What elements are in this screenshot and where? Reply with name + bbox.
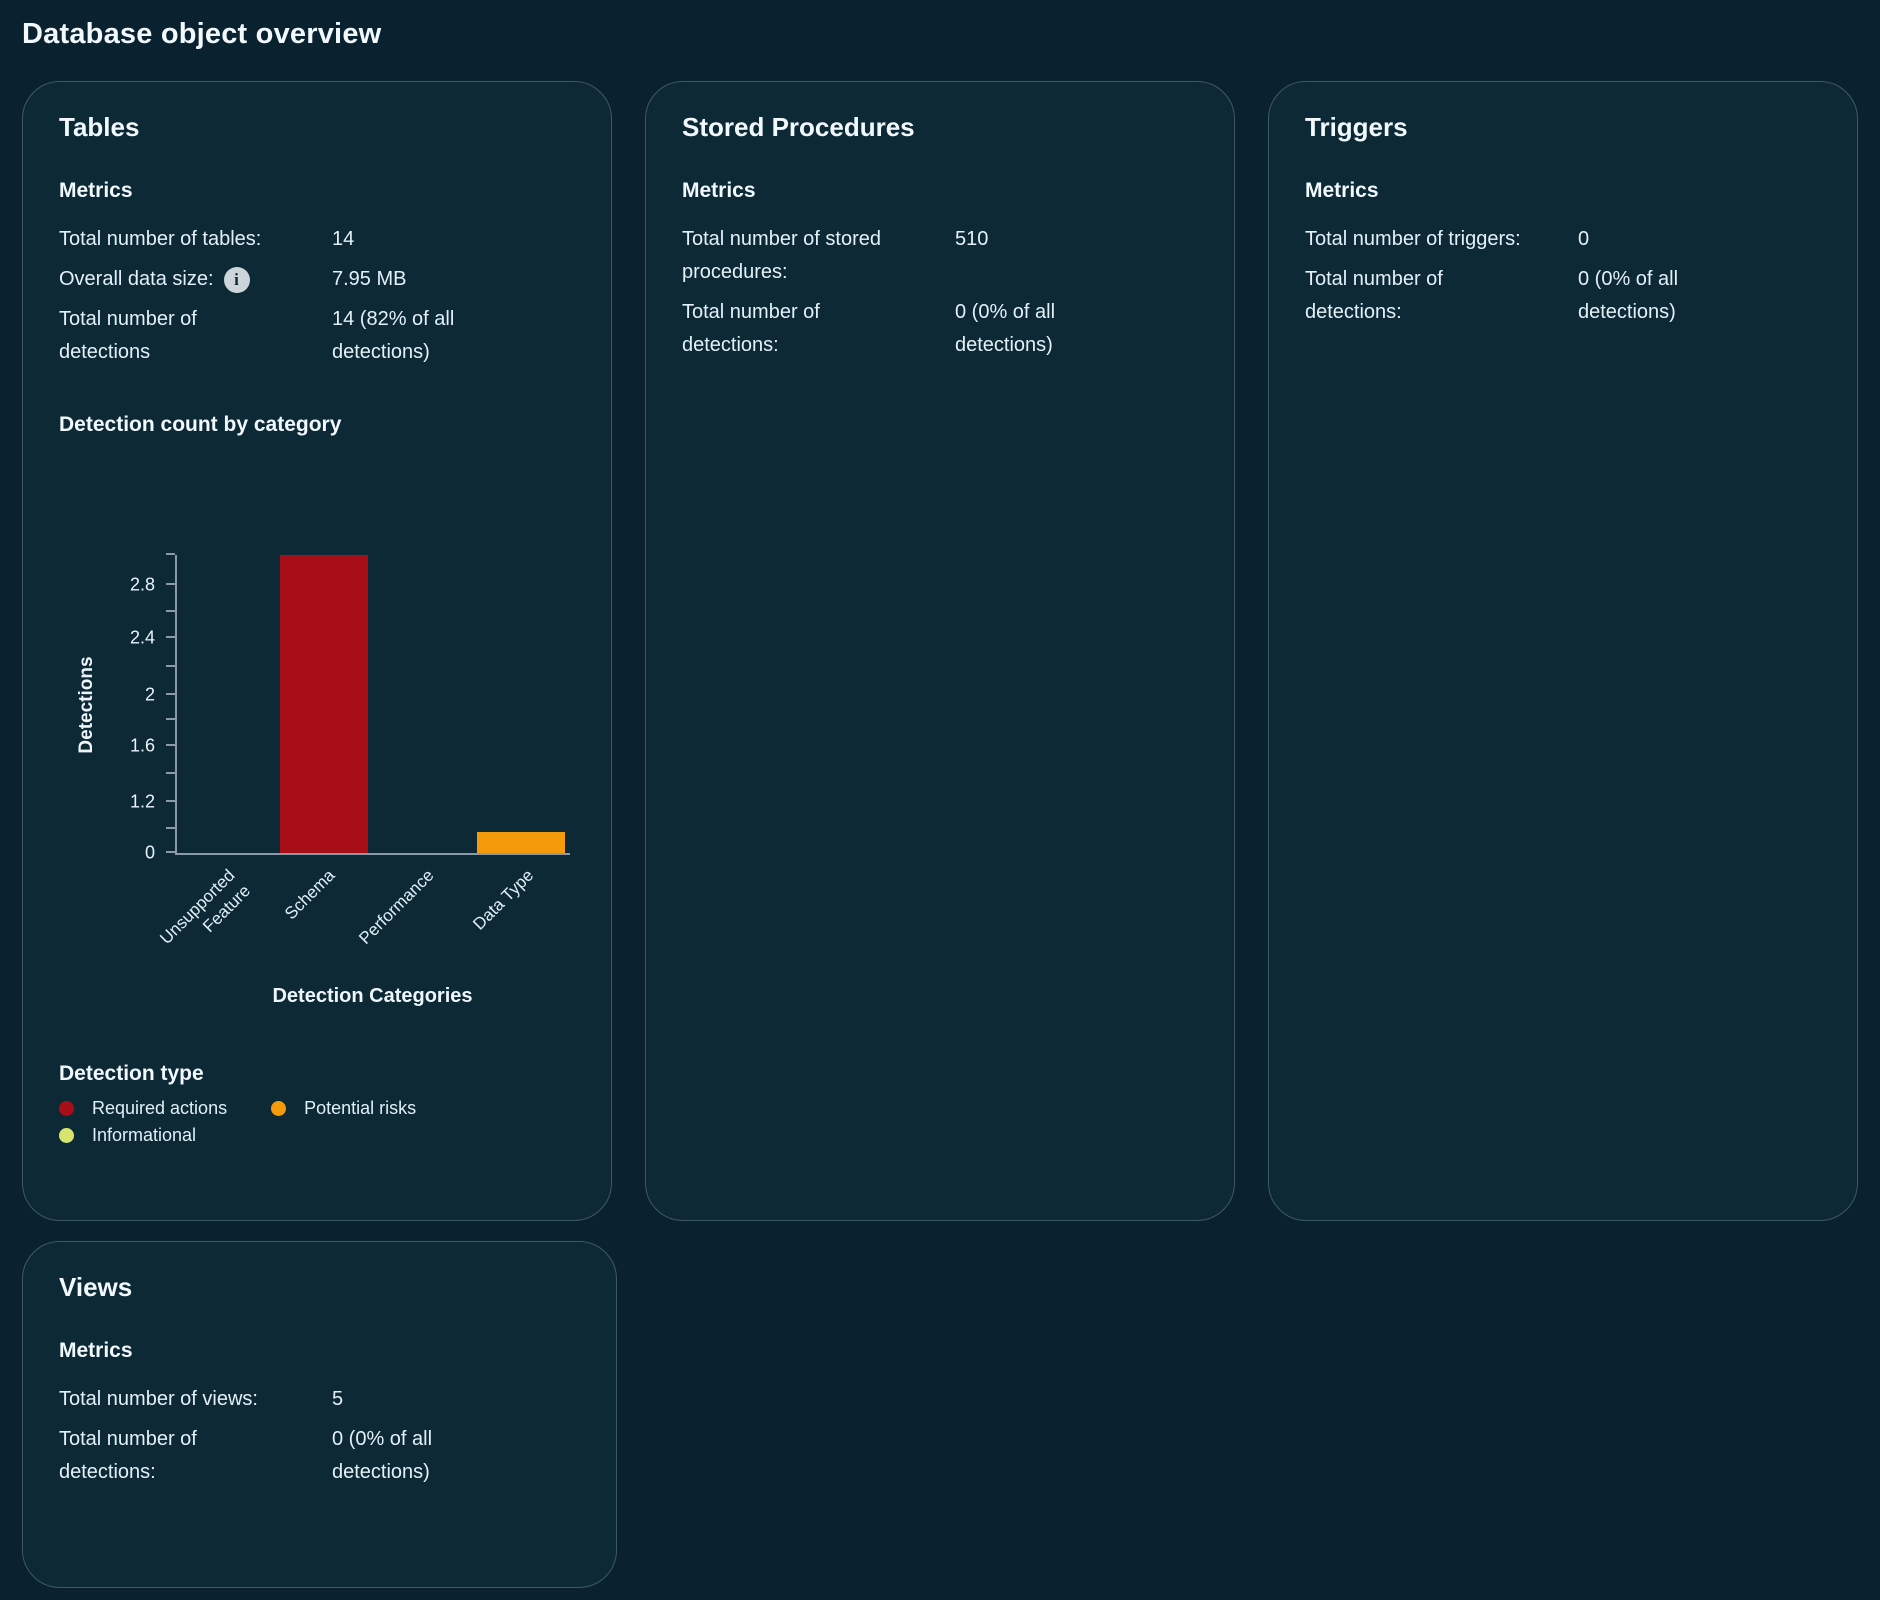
metric-row-data-size: Overall data size: i 7.95 MB bbox=[59, 263, 573, 296]
x-tick-label-performance: Performance bbox=[355, 865, 438, 948]
legend-item-informational: Informational bbox=[59, 1125, 196, 1146]
legend-items: Required actions Potential risks Informati… bbox=[59, 1098, 509, 1146]
y-tick-label: 1.6 bbox=[129, 735, 155, 756]
chart-legend: Detection type Required actions Potential… bbox=[59, 1062, 573, 1146]
y-tick-label: 2.4 bbox=[129, 627, 155, 648]
metric-value: 5 bbox=[332, 1388, 344, 1410]
views-card: Views Metrics Total number of views: 5 T… bbox=[22, 1241, 617, 1588]
tables-card-title: Tables bbox=[59, 112, 140, 142]
metric-row-total-tables: Total number of tables: 14 bbox=[59, 223, 573, 256]
y-axis-minor-tick bbox=[166, 772, 175, 775]
y-axis-tick bbox=[166, 693, 175, 696]
y-axis-minor-tick bbox=[166, 664, 175, 667]
x-axis-labels: Unsupported Feature Schema Performance Data … bbox=[157, 855, 573, 977]
legend-label-potential-risks: Potential risks bbox=[304, 1098, 417, 1118]
legend-label-informational: Informational bbox=[92, 1125, 197, 1145]
metric-row-total-detections: Total number of detections: 0 (0% of all… bbox=[59, 1423, 578, 1489]
stored-procedures-card: Stored Procedures Metrics Total number o… bbox=[645, 81, 1235, 1221]
legend-label-required-actions: Required actions bbox=[92, 1098, 228, 1118]
legend-dot-informational bbox=[59, 1128, 74, 1143]
tables-card: Tables Metrics Total number of tables: 1… bbox=[22, 81, 612, 1221]
y-axis-tick bbox=[166, 743, 175, 746]
legend-item-required-actions: Required actions bbox=[59, 1098, 227, 1119]
chart-heading: Detection count by category bbox=[59, 413, 342, 436]
x-axis-title: Detection Categories bbox=[272, 985, 473, 1007]
stored-procedures-metrics-heading: Metrics bbox=[682, 179, 756, 202]
legend-title: Detection type bbox=[59, 1062, 204, 1085]
chart-plot: 0 1.2 1.6 2 2.4 2.8 bbox=[130, 553, 570, 863]
y-axis-minor-tick bbox=[166, 718, 175, 721]
metric-row-total-detections: Total number of detections: 0 (0% of all… bbox=[682, 296, 1196, 362]
metric-row-total-views: Total number of views: 5 bbox=[59, 1383, 578, 1416]
y-axis-tick bbox=[166, 851, 175, 853]
detection-count-chart: Detections 0 1.2 1.6 2 2.4 2.8 Unsupported Fea… bbox=[76, 553, 573, 1008]
y-tick-label: 2 bbox=[144, 684, 155, 705]
metric-label: Overall data size: i bbox=[59, 263, 332, 296]
metric-row-total-triggers: Total number of triggers: 0 bbox=[1305, 223, 1819, 256]
y-tick-label: 2.8 bbox=[129, 574, 155, 595]
metric-label: Total number of stored procedures: bbox=[682, 228, 881, 283]
x-tick-label-unsupported-feature: Unsupported Feature bbox=[156, 865, 255, 948]
views-card-title: Views bbox=[59, 1272, 133, 1302]
metric-label-text: Overall data size: bbox=[59, 268, 214, 290]
info-icon[interactable]: i bbox=[223, 266, 250, 293]
metric-label: Total number of triggers: bbox=[1305, 228, 1521, 250]
metric-label: Total number of detections: bbox=[682, 301, 820, 356]
metric-label: Total number of detections: bbox=[59, 1428, 197, 1483]
y-axis-minor-tick bbox=[166, 827, 175, 830]
y-tick-label: 0 bbox=[144, 842, 155, 863]
metric-row-total-detections: Total number of detections 14 (82% of al… bbox=[59, 303, 573, 369]
x-tick-label-data-type: Data Type bbox=[469, 865, 538, 934]
metric-value: 510 bbox=[955, 228, 989, 250]
legend-dot-potential-risks bbox=[271, 1101, 287, 1116]
cards-row: Tables Metrics Total number of tables: 1… bbox=[22, 81, 1858, 1221]
x-tick-label-schema: Schema bbox=[280, 865, 339, 924]
metric-label: Total number of detections: bbox=[1305, 268, 1443, 323]
y-axis-minor-tick bbox=[166, 609, 175, 612]
legend-dot-required-actions bbox=[59, 1101, 74, 1116]
y-axis-minor-tick bbox=[166, 553, 175, 555]
metric-value: 0 (0% of all detections) bbox=[332, 1428, 433, 1483]
tables-metrics-heading: Metrics bbox=[59, 179, 133, 202]
views-metrics-heading: Metrics bbox=[59, 1339, 133, 1362]
metric-label: Total number of detections bbox=[59, 308, 197, 363]
triggers-metrics-heading: Metrics bbox=[1305, 179, 1379, 202]
metric-row-total-detections: Total number of detections: 0 (0% of all… bbox=[1305, 263, 1819, 329]
metric-value: 0 (0% of all detections) bbox=[1578, 268, 1679, 323]
metric-value: 14 bbox=[332, 228, 355, 250]
legend-item-potential-risks: Potential risks bbox=[271, 1098, 416, 1119]
metric-row-total-stored-procedures: Total number of stored procedures: 510 bbox=[682, 223, 1196, 289]
y-axis-tick bbox=[166, 582, 175, 585]
y-axis-title: Detections bbox=[76, 656, 97, 754]
metric-value: 7.95 MB bbox=[332, 268, 407, 290]
y-axis-tick bbox=[166, 636, 175, 639]
bar-schema[interactable] bbox=[280, 555, 369, 853]
y-tick-label: 1.2 bbox=[129, 791, 155, 812]
metric-label: Total number of views: bbox=[59, 1388, 258, 1410]
triggers-card-title: Triggers bbox=[1305, 112, 1408, 142]
stored-procedures-card-title: Stored Procedures bbox=[682, 112, 915, 142]
metric-value: 0 bbox=[1578, 228, 1590, 250]
y-axis-tick bbox=[166, 800, 175, 803]
page-title: Database object overview bbox=[22, 18, 382, 50]
triggers-card: Triggers Metrics Total number of trigger… bbox=[1268, 81, 1858, 1221]
metric-value: 14 (82% of all detections) bbox=[332, 308, 455, 363]
metric-label: Total number of tables: bbox=[59, 228, 262, 250]
bar-data-type[interactable] bbox=[476, 832, 565, 853]
metric-value: 0 (0% of all detections) bbox=[955, 301, 1056, 356]
